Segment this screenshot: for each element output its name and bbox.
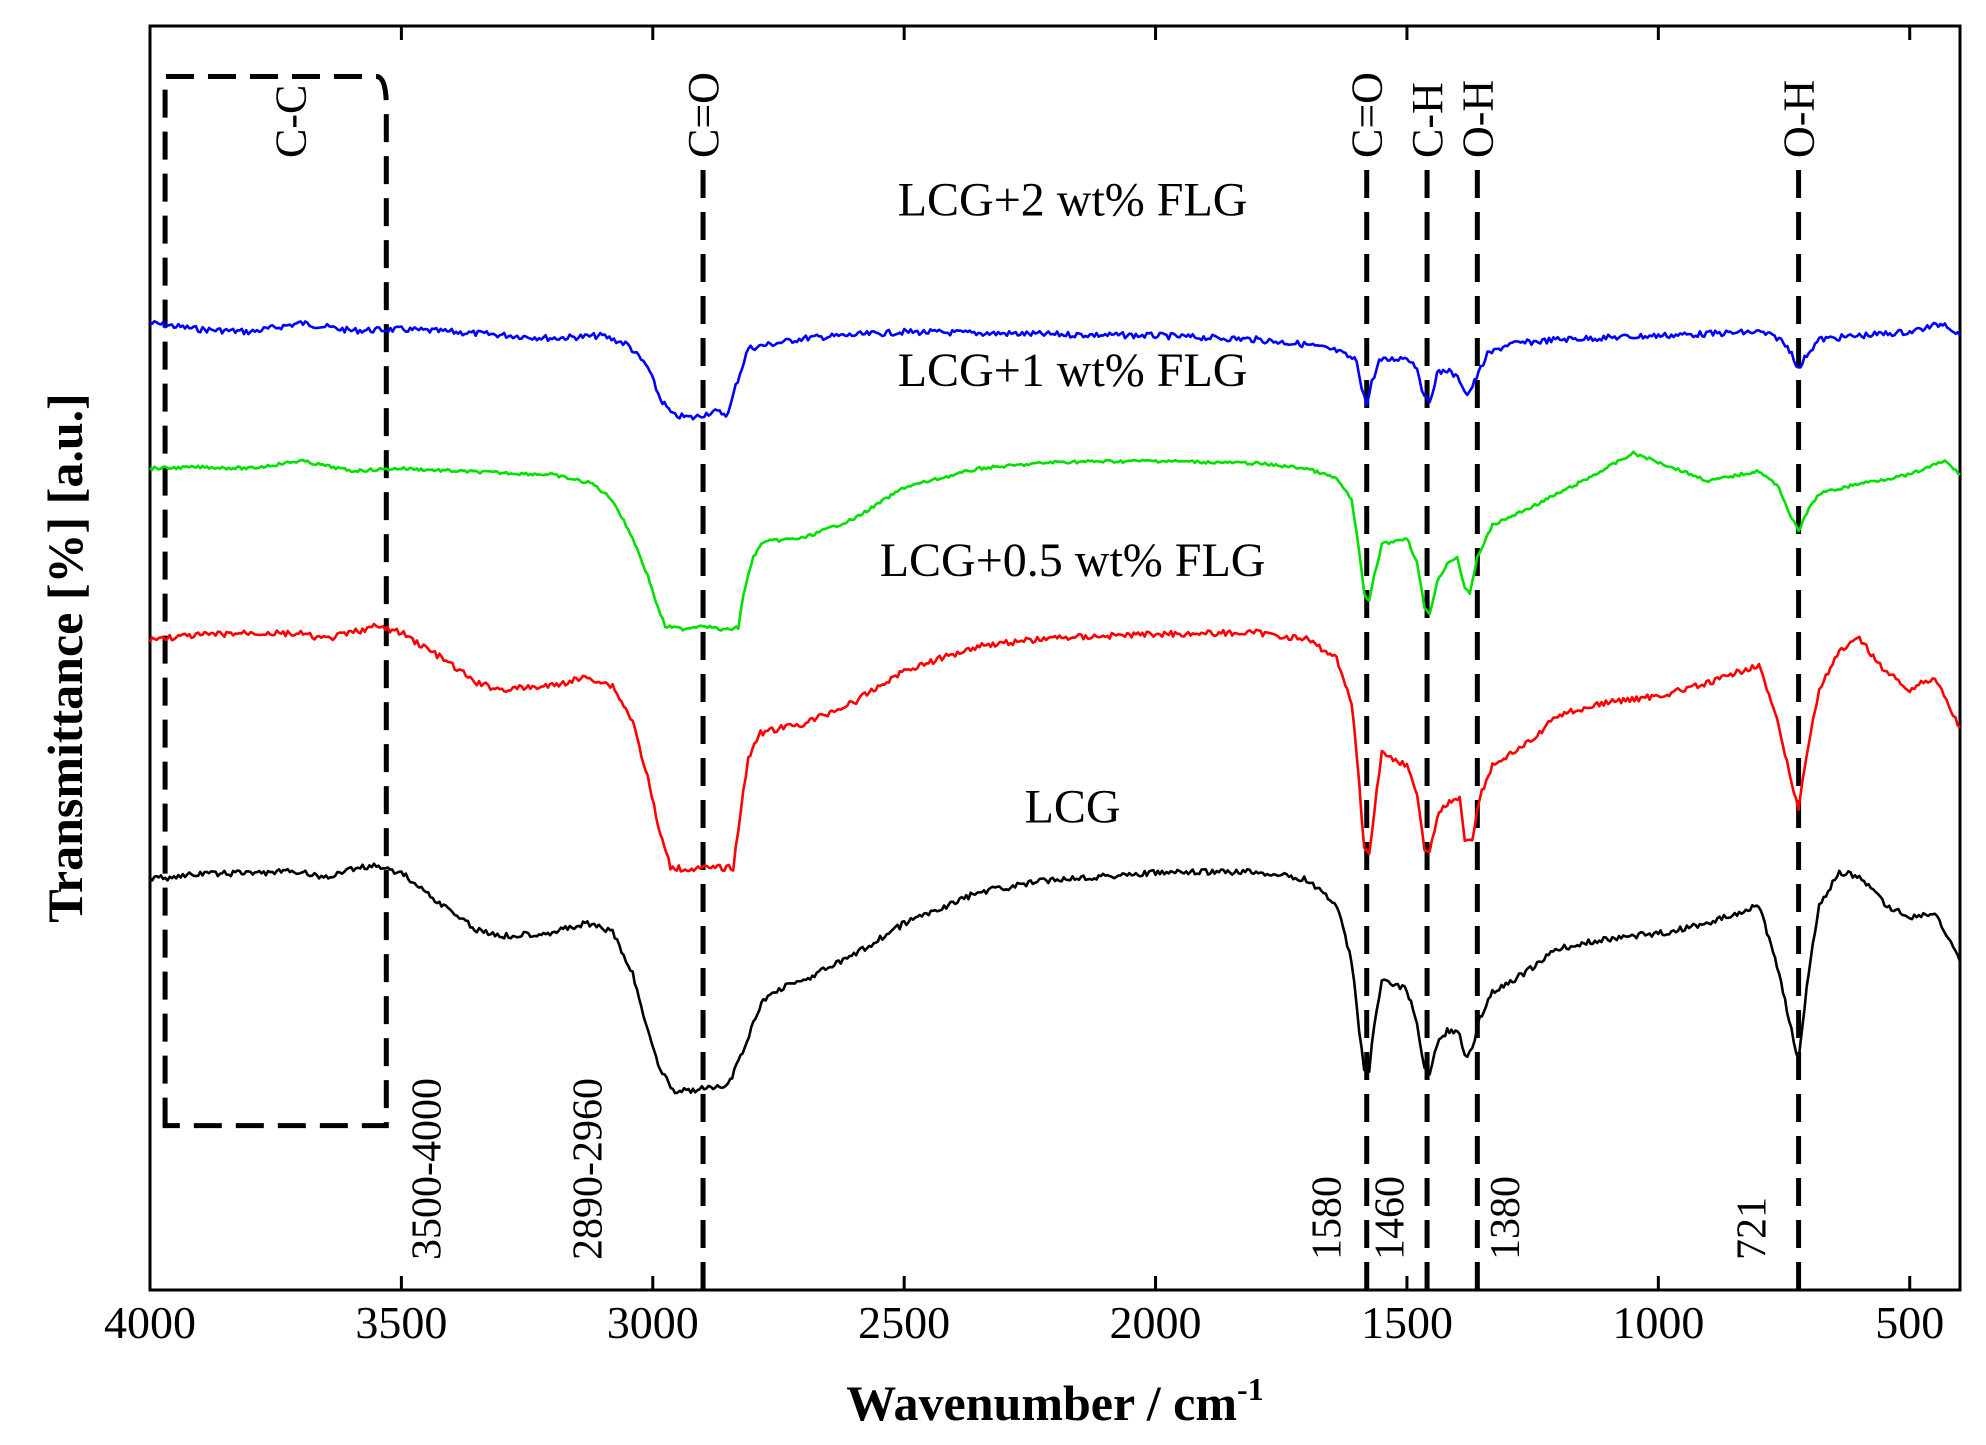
wavenumber-label: 721 xyxy=(1729,1197,1775,1260)
series-label: LCG+1 wt% FLG xyxy=(898,344,1248,397)
series-line xyxy=(149,320,1962,421)
x-tick-label: 4000 xyxy=(104,1297,196,1348)
band-layer xyxy=(162,74,1802,1290)
band-bond-label: C=O xyxy=(679,72,728,158)
x-axis-title-superscript: -1 xyxy=(1237,1371,1264,1407)
region-box xyxy=(162,74,389,1129)
y-axis-title: Transmittance [%] [a.u.] xyxy=(37,393,93,923)
series-line xyxy=(149,862,1962,1095)
axis-layer: 4000 3500 3000 2500 2000 1500 1000 500 xyxy=(104,26,1944,1348)
x-tick-label: 3000 xyxy=(607,1297,699,1348)
x-tick-label: 1500 xyxy=(1361,1297,1453,1348)
x-tick-label: 2500 xyxy=(858,1297,950,1348)
series-layer xyxy=(148,320,1962,1095)
plot-frame xyxy=(148,24,1962,1292)
wavenumber-label: 1460 xyxy=(1367,1176,1413,1260)
x-axis-title-main: Wavenumber / cm xyxy=(846,1375,1237,1431)
band-bond-label: C=O xyxy=(1343,72,1392,158)
band-bond-label: O-H xyxy=(1453,80,1502,158)
wavenumber-label: 3500-4000 xyxy=(405,1078,451,1260)
series-line xyxy=(148,622,1961,873)
band-bond-label: O-H xyxy=(1775,80,1824,158)
wavenumber-label: 1380 xyxy=(1483,1176,1529,1260)
series-label: LCG+2 wt% FLG xyxy=(898,174,1248,227)
x-tick-label: 2000 xyxy=(1110,1297,1202,1348)
x-tick-label: 500 xyxy=(1875,1297,1944,1348)
x-axis-title: Wavenumber / cm-1 xyxy=(846,1371,1263,1431)
x-tick-label: 1000 xyxy=(1612,1297,1704,1348)
band-bond-label: C-H xyxy=(1403,82,1452,158)
series-label: LCG+0.5 wt% FLG xyxy=(880,534,1266,587)
region-bond-label: C-C xyxy=(267,85,316,158)
x-tick-label: 3500 xyxy=(355,1297,447,1348)
series-label: LCG xyxy=(1025,780,1121,833)
wavenumber-label: 1580 xyxy=(1305,1176,1351,1260)
series-line xyxy=(149,450,1961,632)
wavenumber-label: 2890-2960 xyxy=(565,1078,611,1260)
